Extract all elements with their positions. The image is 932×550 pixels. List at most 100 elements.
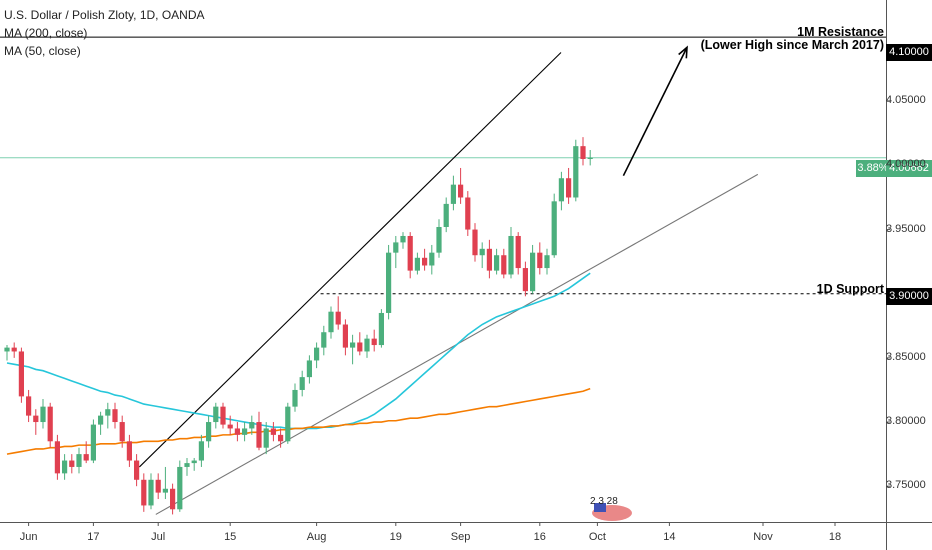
candle-body [544, 255, 550, 269]
candle-body [580, 146, 586, 159]
candle-body [249, 422, 255, 429]
candle-body [256, 422, 262, 448]
candle-body [263, 428, 269, 448]
resistance-price-tag: 4.10000 [886, 44, 932, 61]
candle-body [386, 252, 392, 313]
candle-body [328, 311, 334, 333]
trend-lines [139, 45, 759, 515]
candle-body [206, 422, 212, 442]
candle-body [378, 312, 384, 346]
x-tick-label: 18 [828, 531, 842, 543]
candle-body [213, 406, 219, 423]
x-tick-label: Jul [151, 531, 166, 543]
support-price-tag: 3.90000 [886, 288, 932, 305]
candle-body [162, 488, 168, 493]
forecast-arrow-line [622, 46, 688, 177]
ma200-legend[interactable]: MA (200, close) [4, 26, 88, 40]
candle-body [177, 466, 183, 510]
x-tick-label: Jun [19, 531, 38, 543]
candle-body [76, 454, 82, 467]
candle-body [278, 434, 284, 442]
candle-body [314, 347, 320, 361]
candle-body [26, 396, 32, 416]
candle-body [220, 406, 226, 425]
candle-body [33, 415, 39, 423]
x-tick-label: Nov [753, 531, 773, 543]
x-tick-label: Oct [588, 531, 606, 543]
candle-body [522, 268, 528, 292]
candle-body [371, 338, 377, 346]
resistance-annotation: 1M Resistance (Lower High since March 20… [701, 26, 884, 52]
candle-body [558, 178, 564, 202]
y-tick-label: 3.80000 [886, 415, 926, 428]
candle-body [11, 347, 17, 352]
candle-body [350, 342, 356, 348]
candle-body [47, 406, 53, 442]
candle-body [112, 409, 118, 423]
candle-body [479, 248, 485, 256]
candle-body [335, 311, 341, 325]
candle-body [18, 351, 24, 397]
candle-body [285, 406, 291, 442]
event-count-badge[interactable]: 2 3 28 [590, 496, 618, 507]
candle-body [414, 257, 420, 271]
candle-body [191, 460, 197, 464]
candle-body [270, 428, 276, 435]
y-tick-label: 4.05000 [886, 94, 926, 107]
candle-body [393, 242, 399, 253]
candle-body [69, 460, 75, 467]
symbol-title[interactable]: U.S. Dollar / Polish Zloty, 1D, OANDA [4, 8, 205, 22]
candle-body [126, 441, 132, 461]
candle-body [306, 360, 312, 378]
candle-body [83, 454, 89, 461]
horizontal-levels [0, 36, 886, 295]
candle-body [342, 324, 348, 348]
ma200-line [6, 387, 591, 455]
candle-body [465, 197, 471, 230]
last-price-tag: 4.00662 [886, 160, 932, 177]
candle-body [170, 488, 176, 510]
candle-body [242, 428, 248, 435]
candle-body [364, 338, 370, 352]
candle-body [494, 255, 500, 271]
event-flag-icon[interactable] [592, 503, 632, 521]
y-tick-label: 3.95000 [886, 222, 926, 235]
candle-body [184, 463, 190, 467]
chart-legend: U.S. Dollar / Polish Zloty, 1D, OANDA MA… [4, 6, 205, 60]
candle-body [227, 424, 233, 429]
moving-averages [6, 272, 591, 455]
candle-body [501, 255, 507, 275]
candle-body [4, 347, 10, 352]
candle-body [443, 203, 449, 227]
candle-body [537, 252, 543, 269]
candle-body [148, 479, 154, 506]
candle-body [450, 184, 456, 204]
candle-body [321, 332, 327, 348]
change-percent-tag: 3.88% [856, 160, 890, 177]
x-tick-label: 15 [224, 531, 237, 543]
candle-body [134, 460, 140, 480]
candle-body [400, 235, 406, 243]
forecast-arrow-head [678, 45, 688, 59]
candle-body [119, 422, 125, 442]
candle-body [105, 409, 111, 416]
x-tick-label: 14 [663, 531, 676, 543]
x-tick-label: 17 [87, 531, 100, 543]
candle-body [530, 252, 536, 292]
candle-body [422, 257, 428, 266]
x-tick-label: 19 [389, 531, 402, 543]
x-tick-label: Aug [306, 531, 327, 543]
candle-body [566, 178, 572, 198]
candle-body [198, 441, 204, 461]
candle-body [458, 184, 464, 198]
candle-body [436, 226, 442, 253]
candle-body [141, 479, 147, 506]
candle-body [62, 460, 68, 474]
candle-body [90, 424, 96, 461]
candle-body [234, 428, 240, 435]
ma50-legend[interactable]: MA (50, close) [4, 44, 81, 58]
candle-body [98, 415, 104, 425]
candle-body [299, 377, 305, 390]
candle-body [292, 389, 298, 407]
